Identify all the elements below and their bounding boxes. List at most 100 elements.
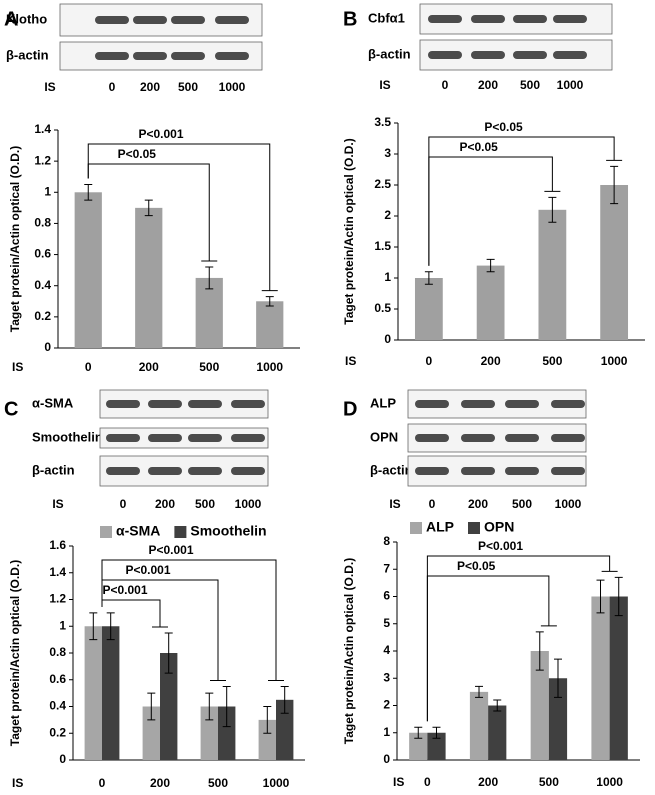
- significance-label: P<0.05: [484, 120, 523, 134]
- error-bar: [493, 699, 502, 712]
- bar: [276, 699, 294, 760]
- blot-band: [231, 467, 265, 475]
- error-bar: [553, 658, 562, 698]
- legend-swatch: [468, 522, 480, 534]
- blot-frame: [99, 427, 269, 449]
- bar: [427, 732, 446, 760]
- error-bar: [265, 296, 274, 307]
- lane-label: 500: [512, 497, 532, 511]
- blot-band: [188, 434, 222, 442]
- legend-swatch: [174, 526, 187, 538]
- blot-label: β-actin: [368, 46, 411, 61]
- blot-band: [505, 467, 539, 475]
- lane-label: 0: [442, 78, 449, 92]
- blot-band: [505, 400, 539, 408]
- lane-label: 500: [520, 78, 540, 92]
- y-tick-label: 2.5: [374, 177, 391, 191]
- blot-band: [133, 52, 167, 60]
- error-bar: [414, 726, 423, 739]
- blot-label: Smoothelin: [32, 429, 103, 444]
- bar: [74, 192, 102, 348]
- y-tick-label: 0: [44, 340, 51, 354]
- blot-label: β-actin: [6, 47, 49, 62]
- error-bar: [222, 685, 231, 728]
- blot-band: [461, 434, 495, 442]
- bar: [200, 706, 218, 760]
- y-tick-label: 0.2: [49, 725, 66, 739]
- error-bar: [205, 266, 214, 290]
- blot-band: [95, 52, 129, 60]
- bar: [476, 265, 505, 340]
- blot-label: β-actin: [370, 462, 413, 477]
- bar: [102, 626, 120, 760]
- lane-label: 1000: [557, 78, 584, 92]
- y-axis-title: Taget protein/Actin optical (O.D.): [8, 560, 22, 746]
- significance-bracket: [101, 599, 168, 628]
- blot-band: [95, 16, 129, 24]
- significance-label: P<0.001: [102, 583, 147, 597]
- y-tick-label: 1.2: [34, 153, 51, 167]
- y-tick-label: 0: [384, 332, 391, 346]
- y-tick-label: 1.4: [34, 122, 51, 136]
- lane-title: IS: [389, 497, 400, 511]
- error-bar: [614, 576, 623, 617]
- lane-label: 200: [478, 78, 498, 92]
- y-tick-label: 8: [383, 534, 390, 548]
- bar: [142, 706, 160, 760]
- blot-band: [188, 400, 222, 408]
- x-tick-label: 0: [85, 360, 92, 374]
- error-bar: [84, 184, 93, 201]
- x-tick-label: 0: [99, 776, 106, 790]
- bar: [256, 301, 284, 348]
- error-bar: [106, 612, 115, 641]
- significance-label: P<0.001: [148, 543, 193, 557]
- lane-label: 200: [140, 80, 160, 94]
- significance-bracket: [87, 143, 278, 292]
- y-tick-label: 5: [383, 616, 390, 630]
- legend-label: OPN: [484, 519, 514, 535]
- lane-label: 1000: [555, 497, 582, 511]
- y-tick-label: 0.4: [49, 699, 66, 713]
- blot-band: [171, 16, 205, 24]
- blot-band: [231, 434, 265, 442]
- x-tick-label: 1000: [601, 354, 628, 368]
- y-axis-title: Taget protein/Actin optical (O.D.): [8, 146, 22, 332]
- panel-label: A: [4, 8, 18, 30]
- x-tick-label: 1000: [256, 360, 283, 374]
- x-axis-title: IS: [12, 360, 23, 374]
- error-bar: [263, 706, 272, 734]
- y-axis-title: Taget protein/Actin optical (O.D.): [342, 138, 356, 324]
- x-tick-label: 200: [139, 360, 159, 374]
- blot-band: [551, 434, 585, 442]
- bar: [195, 277, 223, 348]
- y-tick-label: 0.6: [49, 672, 66, 686]
- y-axis-title: Taget protein/Actin optical (O.D.): [342, 558, 356, 744]
- blot-band: [513, 51, 547, 59]
- blot-band: [106, 434, 140, 442]
- y-tick-label: 4: [383, 643, 390, 657]
- blot-band: [148, 467, 182, 475]
- blot-label: OPN: [370, 429, 398, 444]
- lane-title: IS: [44, 80, 55, 94]
- bar: [600, 185, 629, 340]
- significance-bracket: [426, 555, 618, 722]
- panel-label: C: [4, 398, 18, 420]
- x-tick-label: 0: [426, 354, 433, 368]
- lane-label: 500: [178, 80, 198, 94]
- bar: [135, 207, 163, 348]
- x-tick-label: 1000: [263, 776, 290, 790]
- y-tick-label: 0.8: [34, 216, 51, 230]
- bar: [469, 691, 489, 760]
- lane-title: IS: [379, 78, 390, 92]
- error-bar: [548, 196, 557, 223]
- y-tick-label: 1: [59, 618, 66, 632]
- lane-label: 1000: [235, 497, 262, 511]
- blot-band: [415, 400, 449, 408]
- blot-band: [415, 467, 449, 475]
- blot-band: [215, 16, 249, 24]
- y-tick-label: 3: [384, 146, 391, 160]
- blot-band: [461, 400, 495, 408]
- error-bar: [432, 726, 441, 739]
- legend-swatch: [100, 526, 112, 538]
- blot-band: [551, 400, 585, 408]
